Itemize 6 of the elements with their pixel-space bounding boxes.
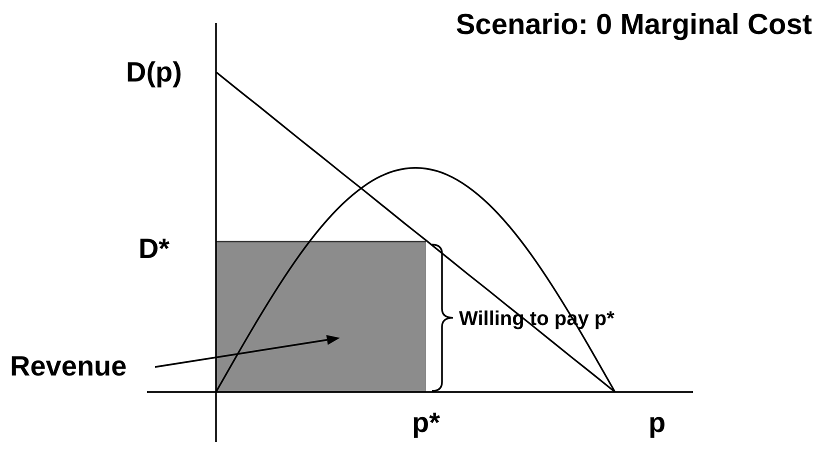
x-tick-label: p* xyxy=(412,406,440,438)
text: D* xyxy=(138,233,170,264)
x-tick-label: p xyxy=(648,406,666,438)
text: D(p) xyxy=(126,56,182,88)
text: Revenue xyxy=(10,350,127,382)
chart-title: Scenario: 0 Marginal Cost xyxy=(456,9,812,41)
